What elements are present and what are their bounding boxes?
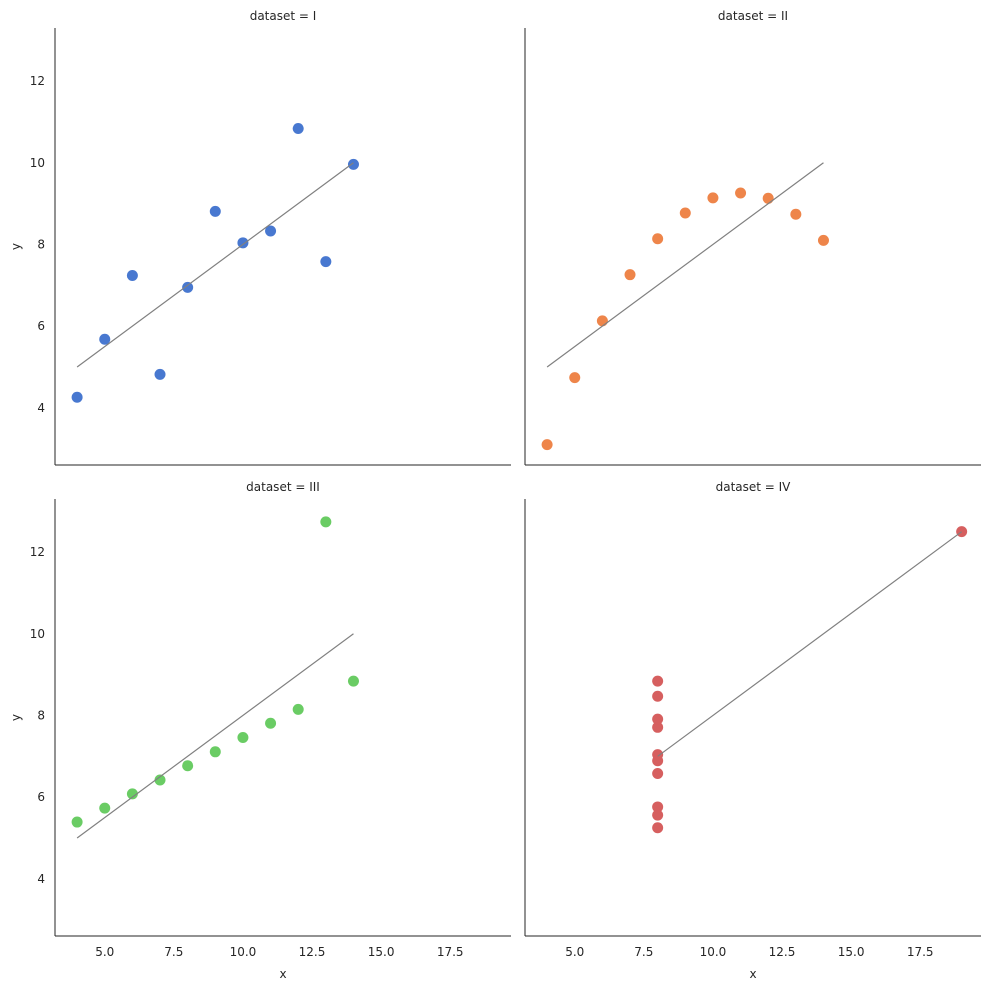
x-tick-label: 12.5 [299,945,326,959]
data-point [292,703,304,715]
panel-title: dataset = II [718,9,788,23]
data-point [707,192,719,204]
data-point [652,801,664,813]
y-tick-label: 6 [37,319,45,333]
regression-line [76,633,354,839]
data-point [182,281,194,293]
data-point [735,187,747,199]
data-point [265,225,277,237]
data-point [652,713,664,725]
y-tick-label: 12 [30,74,45,88]
data-point [790,208,802,220]
x-tick-label: 5.0 [95,945,114,959]
x-axis-label: x [749,967,756,981]
data-point [652,721,664,733]
y-tick-label: 6 [37,790,45,804]
x-tick-label: 10.0 [230,945,257,959]
data-point [679,207,691,219]
x-tick-label: 7.5 [634,945,653,959]
data-point [320,516,332,528]
data-point [292,122,304,134]
data-point [320,256,332,268]
y-axis-label: y [9,243,23,250]
data-point [265,717,277,729]
y-tick-label: 4 [37,872,45,886]
x-tick-label: 15.0 [838,945,865,959]
x-tick-label: 12.5 [769,945,796,959]
data-point [652,675,664,687]
y-tick-label: 10 [30,627,45,641]
y-tick-label: 8 [37,708,45,722]
data-point [237,732,249,744]
panel-4: dataset = IV 5.0 7.5 10.0 12.5 15.0 17.5 x [524,480,981,981]
data-point [347,675,359,687]
x-tick-label: 17.5 [437,945,464,959]
regression-line [657,531,963,757]
data-point [652,767,664,779]
data-point [209,205,221,217]
data-point [541,439,553,451]
x-axis-label: x [279,967,286,981]
data-point [126,788,138,800]
data-point [99,333,111,345]
data-point [652,809,664,821]
data-point [762,192,774,204]
data-point [154,368,166,380]
data-point [182,760,194,772]
data-point [99,802,111,814]
y-tick-label: 12 [30,545,45,559]
data-point [652,233,664,245]
panel-title: dataset = III [246,480,320,494]
data-point [154,774,166,786]
y-axis-label: y [9,714,23,721]
data-point [652,690,664,702]
y-tick-label: 8 [37,237,45,251]
panel-title: dataset = IV [716,480,792,494]
data-point [652,755,664,767]
data-point [126,269,138,281]
x-tick-label: 15.0 [368,945,395,959]
panel-3: dataset = III 4 6 8 10 12 y 5.0 7.5 10.0 12.5 15.0 1… [9,480,511,981]
x-tick-label: 17.5 [907,945,934,959]
panel-1: dataset = I 4 6 8 10 12 y [9,9,511,466]
data-point [71,816,83,828]
x-tick-label: 7.5 [164,945,183,959]
data-point [596,315,608,327]
data-point [347,158,359,170]
data-point [652,822,664,834]
x-tick-label: 5.0 [565,945,584,959]
panel-2: dataset = II [524,9,981,466]
data-point [209,746,221,758]
regression-line [546,162,824,368]
data-point [569,372,581,384]
y-tick-label: 4 [37,401,45,415]
regression-line [76,162,354,368]
data-point [237,237,249,249]
panel-title: dataset = I [250,9,317,23]
x-tick-label: 10.0 [700,945,727,959]
data-point [624,269,636,281]
data-point [71,391,83,403]
y-tick-label: 10 [30,156,45,170]
data-point [817,234,829,246]
